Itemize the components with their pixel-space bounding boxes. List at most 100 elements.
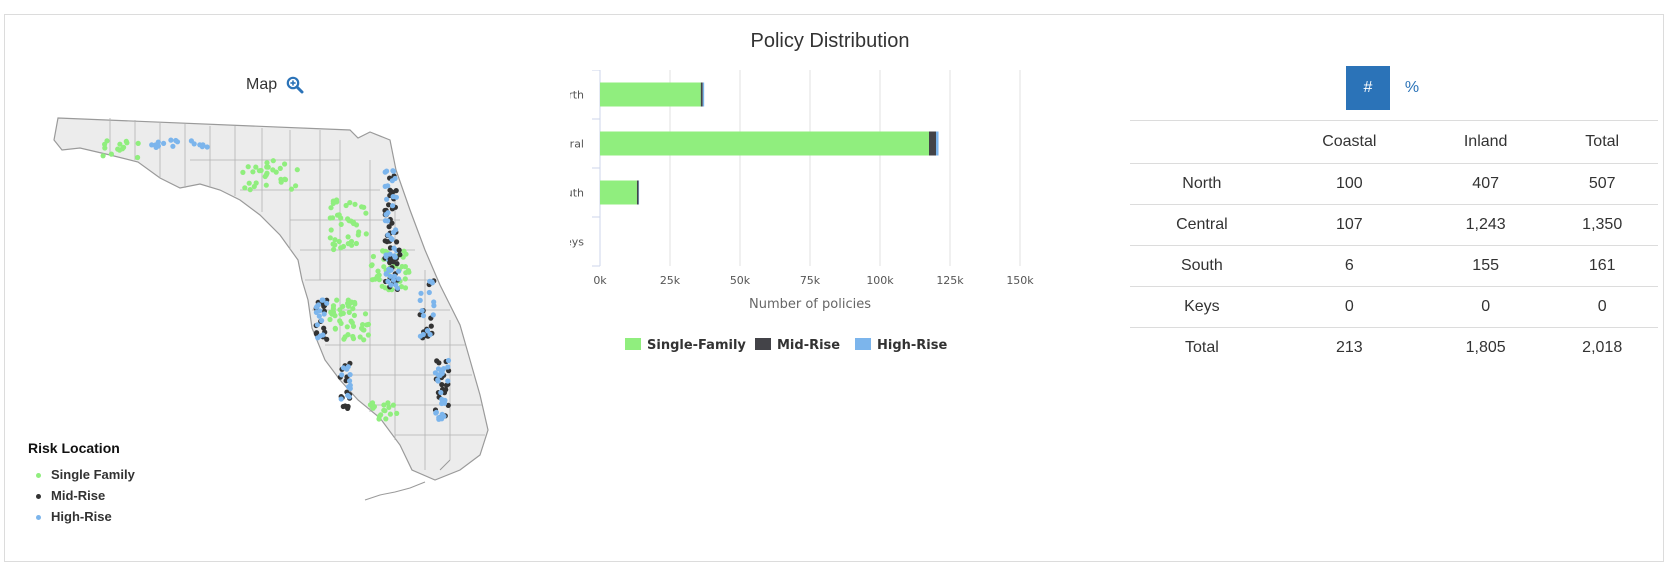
table-header-inland: Inland [1424, 120, 1547, 164]
row-region: North [1130, 163, 1274, 205]
legend-item-single-family[interactable]: Single Family [28, 464, 135, 485]
table-header-coastal: Coastal [1273, 120, 1425, 164]
map-point [393, 227, 399, 233]
table-row: North 100 407 507 [1130, 163, 1658, 205]
map-point [344, 324, 350, 330]
map-point [362, 311, 369, 317]
count-toggle-button[interactable]: # [1346, 66, 1390, 110]
map-point [360, 322, 366, 328]
map-point [350, 323, 357, 329]
map-point [330, 200, 336, 206]
map-point [336, 238, 342, 245]
map-point [441, 390, 448, 396]
map-point [396, 247, 402, 253]
map-title-label: Map [246, 76, 278, 93]
map-point [135, 154, 141, 161]
map-point [345, 332, 351, 338]
map-point [345, 297, 351, 303]
map-point [385, 183, 391, 189]
legend-label: Single Family [51, 467, 135, 482]
map-point [384, 196, 390, 202]
chart-title: Policy Distribution [750, 30, 910, 52]
x-tick-label: 75k [800, 274, 821, 287]
legend-title: Risk Location [28, 440, 120, 456]
chart-legend-label: Mid-Rise [777, 338, 840, 353]
map-point [350, 333, 356, 340]
map-point [293, 183, 299, 189]
map-point [402, 276, 408, 282]
map-point [324, 336, 330, 342]
map-point [385, 400, 391, 406]
map-point [161, 140, 167, 146]
map-point [352, 299, 358, 306]
policy-distribution-chart: 0k 25k 50k 75k 100k 125k 150k North Central South… [570, 70, 1034, 353]
row-total: 161 [1546, 245, 1658, 287]
map-point [433, 409, 439, 415]
table-row: Central 107 1,243 1,350 [1130, 204, 1658, 246]
bar-single-family [600, 82, 701, 107]
map-point [376, 277, 382, 283]
x-tick-label: 0k [593, 274, 607, 287]
map-point [424, 328, 431, 334]
map-point [401, 248, 407, 254]
map-point [372, 276, 378, 282]
map-point [328, 205, 334, 211]
magnifier-plus-icon[interactable] [286, 76, 304, 94]
map-point [340, 403, 346, 410]
y-category-label: South [570, 187, 584, 200]
florida-map[interactable] [40, 100, 520, 550]
map-point [383, 211, 389, 218]
map-point [124, 140, 130, 146]
map-point [368, 263, 374, 269]
map-point [394, 239, 400, 245]
bar-single-family [600, 180, 637, 205]
table-row: Keys 0 0 0 [1130, 286, 1658, 328]
map-point [375, 268, 381, 274]
map-point [417, 333, 423, 339]
row-region: Central [1130, 204, 1274, 246]
map-title: Map [246, 76, 304, 94]
map-point [346, 394, 352, 400]
map-point [428, 323, 434, 329]
map-point [391, 253, 398, 259]
map-point [399, 263, 405, 270]
keys-outline [364, 459, 451, 501]
map-point [115, 146, 121, 152]
risk-location-points [100, 137, 452, 422]
map-point [168, 137, 174, 143]
legend-dot-mid-rise [36, 494, 41, 500]
map-point [382, 218, 388, 224]
chart-legend-label: Single-Family [647, 338, 746, 353]
percent-toggle-button[interactable]: % [1390, 66, 1434, 110]
map-point [240, 169, 246, 175]
map-point [383, 252, 389, 258]
bar-single-family [600, 131, 929, 156]
map-point [384, 239, 390, 245]
map-point [345, 384, 352, 390]
row-inland: 0 [1424, 286, 1547, 328]
map-point [282, 161, 288, 167]
x-tick-label: 150k [1006, 274, 1034, 287]
x-tick-label: 25k [660, 274, 681, 287]
map-point [388, 282, 394, 288]
map-point [445, 402, 451, 408]
map-point [332, 325, 338, 331]
map-point [119, 146, 125, 152]
map-point [386, 202, 392, 208]
map-point [264, 170, 270, 176]
map-point [357, 334, 363, 340]
legend-item-mid-rise[interactable]: Mid-Rise [28, 485, 135, 506]
map-point [242, 185, 248, 191]
row-coastal: 100 [1273, 163, 1425, 205]
map-point [265, 164, 271, 170]
map-point [386, 404, 392, 410]
map-point [365, 332, 371, 338]
map-point [396, 268, 402, 274]
map-point [402, 285, 409, 291]
map-point [288, 186, 295, 192]
map-point [383, 416, 389, 422]
map-point [359, 204, 365, 210]
map-point [430, 312, 436, 318]
legend-item-high-rise[interactable]: High-Rise [28, 506, 135, 527]
map-point [337, 318, 343, 324]
